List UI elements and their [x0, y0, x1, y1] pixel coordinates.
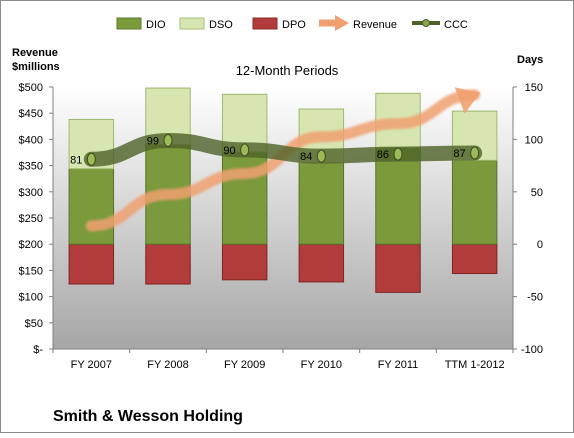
ccc-point [240, 143, 250, 157]
ccc-data-label: 90 [223, 145, 235, 157]
left-tick-label: $100 [19, 292, 43, 304]
right-tick-label: 50 [531, 187, 543, 199]
ccc-point [470, 146, 480, 160]
bar-dpo [145, 243, 191, 285]
right-tick-label: -100 [521, 344, 543, 356]
ccc-point [163, 133, 173, 147]
legend-label-revenue: Revenue [353, 19, 397, 31]
left-tick-label: $500 [19, 82, 43, 94]
legend-label-dio: DIO [146, 19, 166, 31]
legend-swatch-dpo [252, 17, 278, 30]
left-axis-title-line1: Revenue [12, 47, 58, 59]
ccc-data-label: 99 [147, 135, 159, 147]
right-tick-label: -50 [527, 292, 543, 304]
x-tick-label: FY 2010 [301, 359, 342, 371]
left-tick-label: $- [33, 344, 43, 356]
bar-dpo [68, 243, 115, 285]
ccc-data-label: 86 [377, 149, 389, 161]
ccc-point [86, 152, 96, 166]
plot-title: 12-Month Periods [236, 63, 339, 78]
left-tick-label: $200 [19, 239, 43, 251]
left-tick-label: $400 [19, 134, 43, 146]
left-axis-title-line2: $millions [12, 61, 60, 73]
bar-dio [451, 159, 498, 245]
bar-dpo [298, 243, 345, 283]
legend-label-dso: DSO [209, 19, 233, 31]
legend-label-dpo: DPO [282, 19, 306, 31]
legend-swatch-dio [116, 17, 142, 30]
x-tick-label: FY 2007 [71, 359, 112, 371]
left-axis: $- $50 $100 $150 $200 $250 $300 $350 $400 $450 $50… [19, 82, 54, 356]
right-axis: -100 -50 0 50 100 150 [512, 82, 543, 356]
revenue-arrowhead [454, 87, 481, 114]
bar-dio [298, 161, 345, 245]
ccc-series: 81 99 90 84 86 87 [70, 132, 483, 167]
ccc-data-label: 87 [453, 148, 465, 160]
ccc-data-label: 81 [70, 154, 82, 166]
right-tick-label: 100 [525, 134, 543, 146]
plot-area [53, 87, 513, 349]
right-axis-title: Days [517, 54, 543, 66]
ccc-data-label: 84 [300, 151, 312, 163]
left-tick-label: $150 [19, 265, 43, 277]
legend: DIO DSO DPO Revenue CCC [116, 15, 468, 31]
right-tick-label: 150 [525, 82, 543, 94]
bar-dpo [451, 243, 498, 275]
x-tick-label: TTM 1-2012 [445, 359, 505, 371]
bar-dpo [375, 243, 421, 293]
left-tick-label: $50 [25, 318, 43, 330]
x-tick-label: FY 2011 [378, 359, 419, 371]
bar-dpo [221, 243, 268, 281]
ccc-point [393, 147, 403, 161]
legend-swatch-dso [179, 17, 205, 30]
ccc-point [316, 149, 326, 163]
legend-swatch-revenue [319, 15, 349, 31]
left-tick-label: $350 [19, 161, 43, 173]
legend-swatch-ccc [412, 19, 440, 27]
company-name: Smith & Wesson Holding [53, 408, 243, 425]
x-tick-label: FY 2009 [224, 359, 265, 371]
bar-dio [375, 147, 421, 245]
bar-dio [68, 168, 115, 245]
x-tick-label: FY 2008 [147, 359, 188, 371]
x-axis: FY 2007 FY 2008 FY 2009 FY 2010 FY 2011 TTM 1… [52, 348, 514, 371]
right-tick-label: 0 [537, 239, 543, 251]
left-tick-label: $300 [19, 187, 43, 199]
legend-label-ccc: CCC [444, 19, 468, 31]
left-tick-label: $450 [19, 108, 43, 120]
left-tick-label: $250 [19, 213, 43, 225]
